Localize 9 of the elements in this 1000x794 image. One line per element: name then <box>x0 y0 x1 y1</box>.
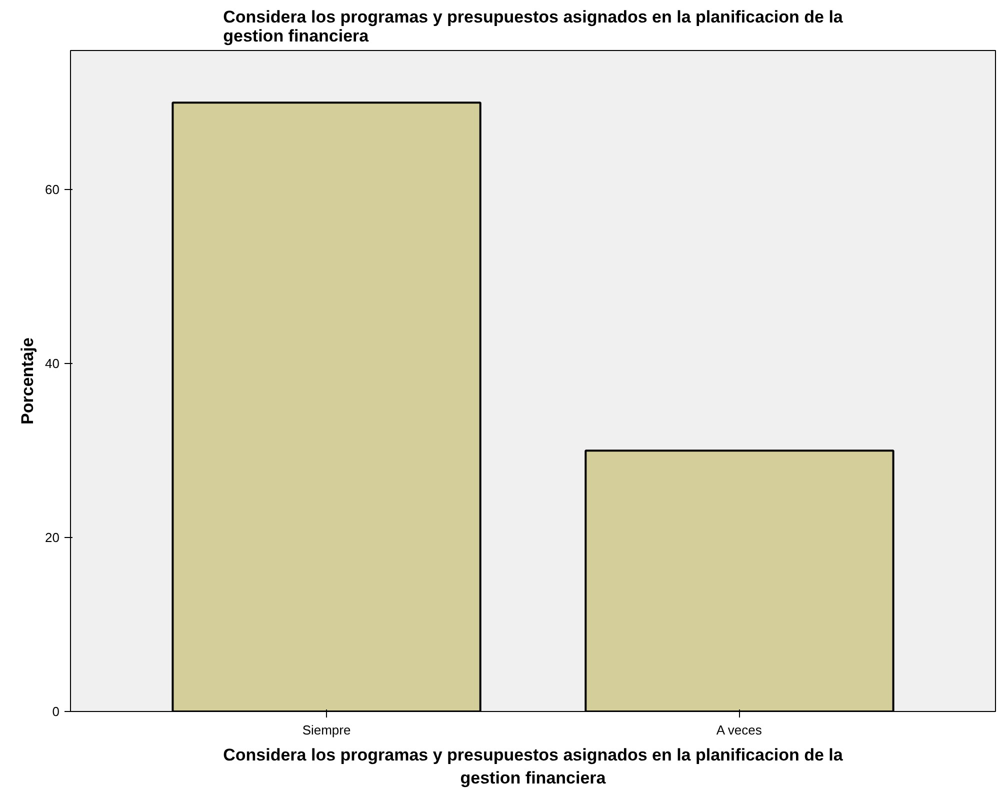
chart-title: Considera los programas y presupuestos asignados en la planificacion de la gestion financiera <box>223 8 844 46</box>
y-axis-title: Porcentaje <box>18 338 38 424</box>
y-tick-label: 20 <box>45 530 60 546</box>
x-tick-label: A veces <box>716 722 762 738</box>
x-axis-title: Considera los programas y presupuestos asignados en la planificacion de la gestion financiera <box>223 746 844 788</box>
x-tick-label: Siempre <box>302 722 351 738</box>
y-tick-label: 0 <box>52 704 60 719</box>
y-tick-label: 40 <box>45 356 60 372</box>
y-tick-label: 60 <box>45 182 60 198</box>
